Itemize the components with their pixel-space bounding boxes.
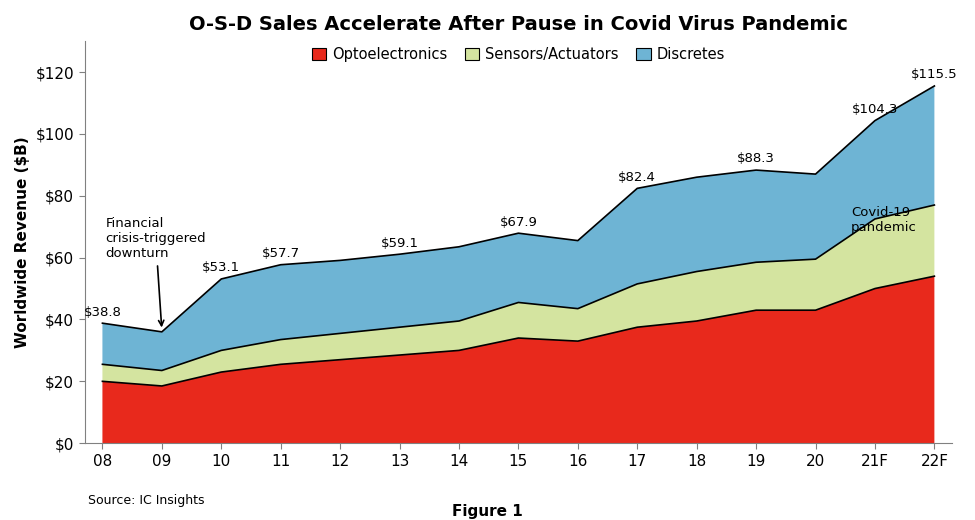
Y-axis label: Worldwide Revenue ($B): Worldwide Revenue ($B) <box>15 136 30 348</box>
Title: O-S-D Sales Accelerate After Pause in Covid Virus Pandemic: O-S-D Sales Accelerate After Pause in Co… <box>189 15 848 34</box>
Text: $88.3: $88.3 <box>737 152 775 165</box>
Text: $104.3: $104.3 <box>852 103 898 116</box>
Legend: Optoelectronics, Sensors/Actuators, Discretes: Optoelectronics, Sensors/Actuators, Disc… <box>309 44 728 65</box>
Text: Covid-19
pandemic: Covid-19 pandemic <box>851 206 917 235</box>
Text: $82.4: $82.4 <box>618 171 656 184</box>
Text: $115.5: $115.5 <box>911 68 957 81</box>
Text: Financial
crisis-triggered
downturn: Financial crisis-triggered downturn <box>105 217 206 326</box>
Text: Figure 1: Figure 1 <box>452 504 523 519</box>
Text: $57.7: $57.7 <box>261 247 299 260</box>
Text: $38.8: $38.8 <box>84 306 121 319</box>
Text: $53.1: $53.1 <box>202 262 241 275</box>
Text: $59.1: $59.1 <box>380 237 418 250</box>
Text: Source: IC Insights: Source: IC Insights <box>88 494 204 507</box>
Text: $67.9: $67.9 <box>499 215 537 228</box>
